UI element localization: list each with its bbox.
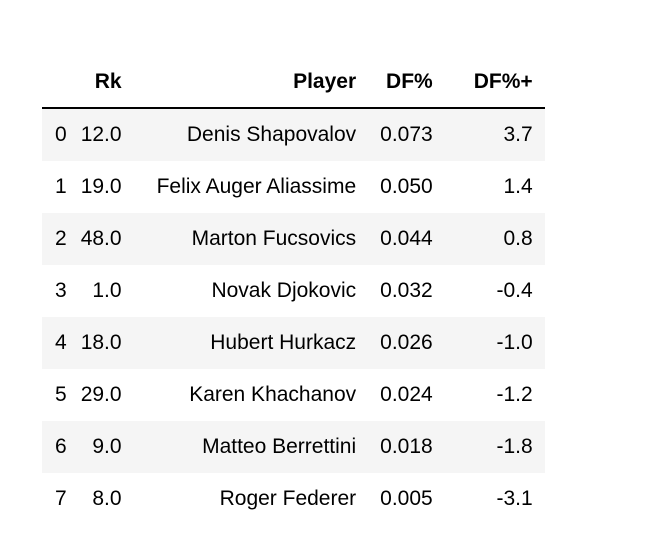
table-row: 2 48.0 Marton Fucsovics 0.044 0.8 xyxy=(42,213,545,265)
table-header: Rk Player DF% DF%+ xyxy=(42,56,545,109)
player-cell: Matteo Berrettini xyxy=(202,435,357,458)
df-pct-plus-cell: 3.7 xyxy=(503,123,533,146)
row-index: 1 xyxy=(55,175,67,198)
rk-cell: 18.0 xyxy=(80,331,122,354)
df-pct-cell: 0.024 xyxy=(380,383,433,406)
row-index: 4 xyxy=(55,331,67,354)
df-pct-plus-cell: -0.4 xyxy=(496,279,533,302)
table-row: 7 8.0 Roger Federer 0.005 -3.1 xyxy=(42,473,545,525)
player-cell: Karen Khachanov xyxy=(189,383,357,406)
rk-cell: 9.0 xyxy=(92,435,122,458)
player-cell: Roger Federer xyxy=(219,487,357,510)
df-pct-plus-cell: -3.1 xyxy=(496,487,533,510)
row-index: 5 xyxy=(55,383,67,406)
row-index: 7 xyxy=(55,487,67,510)
df-pct-cell: 0.073 xyxy=(380,123,433,146)
table-row: 5 29.0 Karen Khachanov 0.024 -1.2 xyxy=(42,369,545,421)
rk-cell: 29.0 xyxy=(80,383,122,406)
row-index: 2 xyxy=(55,227,67,250)
header-row: Rk Player DF% DF%+ xyxy=(42,56,545,109)
df-pct-cell: 0.050 xyxy=(380,175,433,198)
row-index: 3 xyxy=(55,279,67,302)
df-pct-cell: 0.032 xyxy=(380,279,433,302)
player-cell: Novak Djokovic xyxy=(211,279,357,302)
player-cell: Felix Auger Aliassime xyxy=(156,175,357,198)
rk-cell: 8.0 xyxy=(92,487,122,510)
table-row: 0 12.0 Denis Shapovalov 0.073 3.7 xyxy=(42,108,545,161)
table-row: 1 19.0 Felix Auger Aliassime 0.050 1.4 xyxy=(42,161,545,213)
df-pct-plus-cell: -1.8 xyxy=(496,435,533,458)
df-pct-plus-cell: -1.2 xyxy=(496,383,533,406)
df-pct-plus-cell: -1.0 xyxy=(496,331,533,354)
header-player: Player xyxy=(132,56,368,109)
df-pct-cell: 0.026 xyxy=(380,331,433,354)
player-cell: Marton Fucsovics xyxy=(191,227,357,250)
table-body: 0 12.0 Denis Shapovalov 0.073 3.7 1 19.0… xyxy=(42,108,545,525)
df-pct-cell: 0.044 xyxy=(380,227,433,250)
table-row: 6 9.0 Matteo Berrettini 0.018 -1.8 xyxy=(42,421,545,473)
rk-cell: 1.0 xyxy=(92,279,122,302)
row-index: 0 xyxy=(55,123,67,146)
dataframe-table: Rk Player DF% DF%+ 0 12.0 Denis Shapoval… xyxy=(42,56,545,525)
df-pct-plus-cell: 1.4 xyxy=(503,175,533,198)
row-index: 6 xyxy=(55,435,67,458)
header-index xyxy=(42,56,71,109)
df-pct-cell: 0.018 xyxy=(380,435,433,458)
rk-cell: 48.0 xyxy=(80,227,122,250)
df-pct-cell: 0.005 xyxy=(380,487,433,510)
header-rk: Rk xyxy=(70,56,133,109)
rk-cell: 19.0 xyxy=(80,175,122,198)
player-cell: Denis Shapovalov xyxy=(186,123,357,146)
rk-cell: 12.0 xyxy=(80,123,122,146)
table-row: 3 1.0 Novak Djokovic 0.032 -0.4 xyxy=(42,265,545,317)
table-row: 4 18.0 Hubert Hurkacz 0.026 -1.0 xyxy=(42,317,545,369)
player-cell: Hubert Hurkacz xyxy=(210,331,357,354)
header-df-pct-plus: DF%+ xyxy=(443,56,545,109)
header-df-pct: DF% xyxy=(367,56,444,109)
df-pct-plus-cell: 0.8 xyxy=(503,227,533,250)
